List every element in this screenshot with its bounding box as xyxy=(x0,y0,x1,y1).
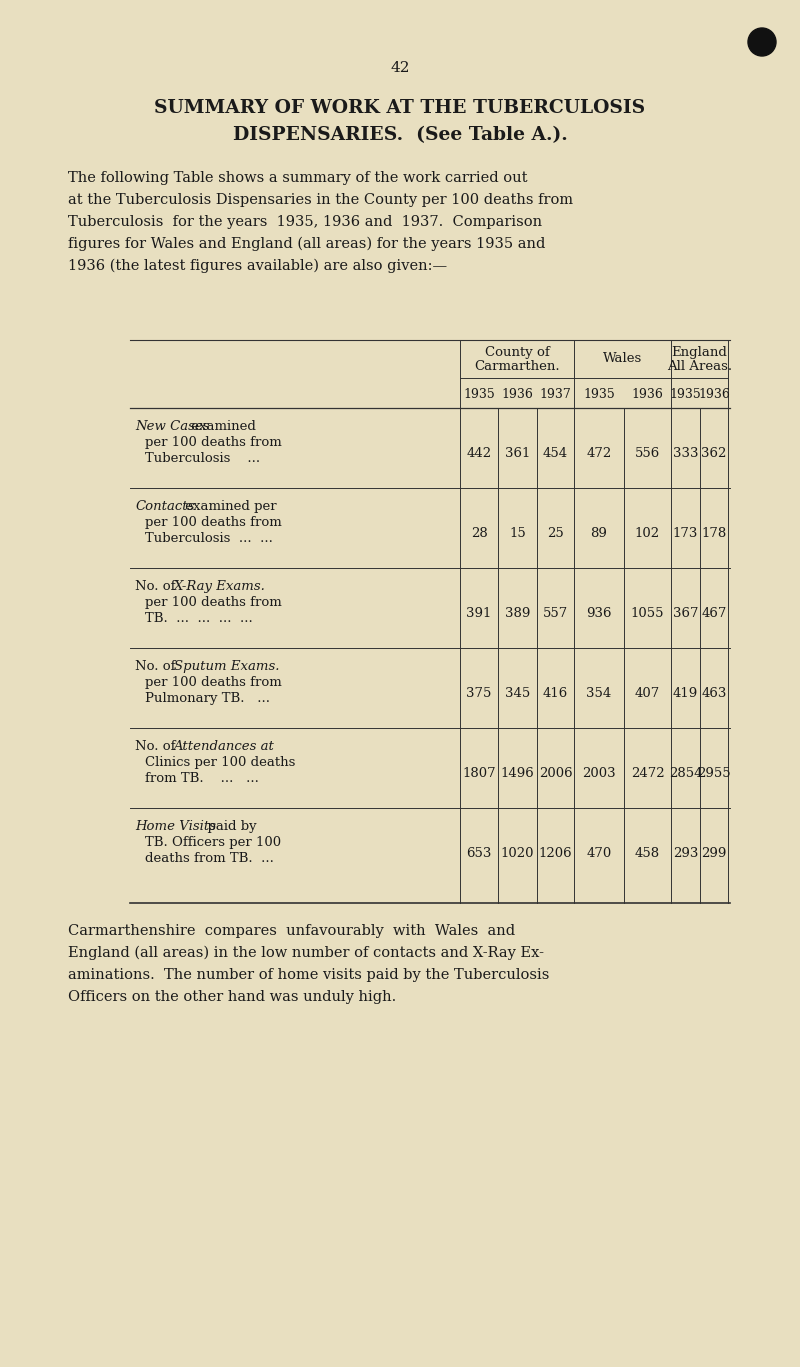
Text: 463: 463 xyxy=(702,686,726,700)
Text: 416: 416 xyxy=(543,686,568,700)
Text: 354: 354 xyxy=(586,686,612,700)
Text: per 100 deaths from: per 100 deaths from xyxy=(145,675,282,689)
Text: at the Tuberculosis Dispensaries in the County per 100 deaths from: at the Tuberculosis Dispensaries in the … xyxy=(68,193,573,206)
Text: 936: 936 xyxy=(586,607,612,619)
Text: 391: 391 xyxy=(466,607,492,619)
Text: 333: 333 xyxy=(673,447,698,459)
Text: Carmarthen.: Carmarthen. xyxy=(474,360,560,372)
Text: 102: 102 xyxy=(635,526,660,540)
Text: 557: 557 xyxy=(543,607,568,619)
Text: 407: 407 xyxy=(635,686,660,700)
Text: 2854: 2854 xyxy=(669,767,702,779)
Text: Officers on the other hand was unduly high.: Officers on the other hand was unduly hi… xyxy=(68,990,396,1003)
Text: Carmarthenshire  compares  unfavourably  with  Wales  and: Carmarthenshire compares unfavourably wi… xyxy=(68,924,515,938)
Text: 458: 458 xyxy=(635,846,660,860)
Text: Wales: Wales xyxy=(603,351,642,365)
Text: per 100 deaths from: per 100 deaths from xyxy=(145,436,282,448)
Text: 25: 25 xyxy=(547,526,564,540)
Text: 1496: 1496 xyxy=(501,767,534,779)
Text: per 100 deaths from: per 100 deaths from xyxy=(145,596,282,608)
Text: 472: 472 xyxy=(586,447,612,459)
Text: aminations.  The number of home visits paid by the Tuberculosis: aminations. The number of home visits pa… xyxy=(68,968,550,982)
Text: 1936: 1936 xyxy=(502,387,534,401)
Text: 15: 15 xyxy=(509,526,526,540)
Text: 470: 470 xyxy=(586,846,612,860)
Text: 454: 454 xyxy=(543,447,568,459)
Text: examined per: examined per xyxy=(182,499,277,513)
Text: examined: examined xyxy=(187,420,256,432)
Text: 173: 173 xyxy=(673,526,698,540)
Text: TB.  ...  ...  ...  ...: TB. ... ... ... ... xyxy=(145,611,253,625)
Text: Clinics per 100 deaths: Clinics per 100 deaths xyxy=(145,756,295,768)
Text: DISPENSARIES.  (See Table A.).: DISPENSARIES. (See Table A.). xyxy=(233,126,567,144)
Text: 419: 419 xyxy=(673,686,698,700)
Text: 1055: 1055 xyxy=(630,607,664,619)
Text: 442: 442 xyxy=(466,447,491,459)
Text: per 100 deaths from: per 100 deaths from xyxy=(145,515,282,529)
Text: Tuberculosis  ...  ...: Tuberculosis ... ... xyxy=(145,532,273,544)
Text: 1935: 1935 xyxy=(463,387,495,401)
Text: 556: 556 xyxy=(635,447,660,459)
Text: 42: 42 xyxy=(390,62,410,75)
Text: 1206: 1206 xyxy=(538,846,572,860)
Text: 299: 299 xyxy=(702,846,726,860)
Text: 1936: 1936 xyxy=(698,387,730,401)
Text: from TB.    ...   ...: from TB. ... ... xyxy=(145,771,259,785)
Circle shape xyxy=(748,27,776,56)
Text: 1935: 1935 xyxy=(670,387,702,401)
Text: Home Visits: Home Visits xyxy=(135,819,216,833)
Text: England: England xyxy=(671,346,727,358)
Text: 2472: 2472 xyxy=(630,767,664,779)
Text: 467: 467 xyxy=(702,607,726,619)
Text: 362: 362 xyxy=(702,447,726,459)
Text: Attendances at: Attendances at xyxy=(174,740,274,752)
Text: No. of: No. of xyxy=(135,659,180,673)
Text: England (all areas) in the low number of contacts and X-Ray Ex-: England (all areas) in the low number of… xyxy=(68,946,544,960)
Text: Pulmonary TB.   ...: Pulmonary TB. ... xyxy=(145,692,270,704)
Text: 361: 361 xyxy=(505,447,530,459)
Text: 1937: 1937 xyxy=(540,387,571,401)
Text: 28: 28 xyxy=(470,526,487,540)
Text: 2006: 2006 xyxy=(538,767,572,779)
Text: 89: 89 xyxy=(590,526,607,540)
Text: 1936: 1936 xyxy=(631,387,663,401)
Text: Tuberculosis  for the years  1935, 1936 and  1937.  Comparison: Tuberculosis for the years 1935, 1936 an… xyxy=(68,215,542,230)
Text: The following Table shows a summary of the work carried out: The following Table shows a summary of t… xyxy=(68,171,527,185)
Text: paid by: paid by xyxy=(199,819,257,833)
Text: 1936 (the latest figures available) are also given:—: 1936 (the latest figures available) are … xyxy=(68,258,447,273)
Text: Tuberculosis    ...: Tuberculosis ... xyxy=(145,451,260,465)
Text: 367: 367 xyxy=(673,607,698,619)
Text: 375: 375 xyxy=(466,686,492,700)
Text: 1020: 1020 xyxy=(501,846,534,860)
Text: deaths from TB.  ...: deaths from TB. ... xyxy=(145,852,274,864)
Text: No. of: No. of xyxy=(135,580,180,592)
Text: 345: 345 xyxy=(505,686,530,700)
Text: 1807: 1807 xyxy=(462,767,496,779)
Text: SUMMARY OF WORK AT THE TUBERCULOSIS: SUMMARY OF WORK AT THE TUBERCULOSIS xyxy=(154,98,646,118)
Text: figures for Wales and England (all areas) for the years 1935 and: figures for Wales and England (all areas… xyxy=(68,236,546,252)
Text: 389: 389 xyxy=(505,607,530,619)
Text: No. of: No. of xyxy=(135,740,180,752)
Text: X-Ray Exams.: X-Ray Exams. xyxy=(174,580,266,592)
Text: 653: 653 xyxy=(466,846,492,860)
Text: County of: County of xyxy=(485,346,550,358)
Text: Contacts: Contacts xyxy=(135,499,194,513)
Text: 178: 178 xyxy=(702,526,726,540)
Text: Sputum Exams.: Sputum Exams. xyxy=(174,659,279,673)
Text: New Cases: New Cases xyxy=(135,420,210,432)
Text: 2955: 2955 xyxy=(697,767,731,779)
Text: 2003: 2003 xyxy=(582,767,616,779)
Text: 293: 293 xyxy=(673,846,698,860)
Text: TB. Officers per 100: TB. Officers per 100 xyxy=(145,835,281,849)
Text: 1935: 1935 xyxy=(583,387,615,401)
Text: All Areas.: All Areas. xyxy=(667,360,732,372)
